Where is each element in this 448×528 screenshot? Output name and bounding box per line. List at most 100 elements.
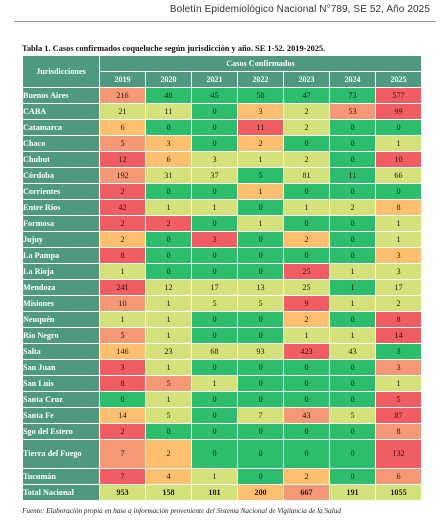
case-count-cell-2022: 11	[237, 119, 284, 136]
table-caption: Tabla 1. Casos confirmados coqueluche se…	[22, 44, 326, 53]
confirmed-cases-header: Casos Confirmados	[98, 55, 423, 72]
case-count-cell-2020: 1	[145, 199, 192, 216]
table-row: Río Negro 5 1 0 0 1 1 14	[22, 327, 423, 344]
case-count-cell-2022: 0	[237, 359, 284, 376]
table-row: Chubut 12 6 3 1 2 0 10	[22, 151, 423, 168]
case-count-cell-2021: 0	[191, 359, 238, 376]
jurisdiction-name: Santa Fe	[22, 407, 100, 424]
year-header-2025: 2025	[374, 71, 423, 88]
case-count-cell-2022: 93	[237, 343, 284, 360]
case-count-cell-2021: 0	[191, 391, 238, 408]
case-count-cell-2021: 0	[191, 247, 238, 264]
case-count-cell-2020: 1	[145, 295, 192, 312]
jurisdiction-name: CABA	[22, 103, 100, 120]
case-count-cell-2023: 2	[283, 151, 330, 168]
case-count-cell-2019: 5	[99, 135, 146, 152]
jurisdiction-name: Chubut	[22, 151, 100, 168]
case-count-cell-2022: 0	[237, 327, 284, 344]
case-count-cell-2021: 0	[191, 215, 238, 232]
jurisdiction-name: Santa Cruz	[22, 391, 100, 408]
jurisdiction-name: San Juan	[22, 359, 100, 376]
case-count-cell-2020: 0	[145, 231, 192, 248]
case-count-cell-2024: 0	[329, 215, 376, 232]
case-count-cell-2020: 1	[145, 327, 192, 344]
case-count-cell-2019: 8	[99, 375, 146, 392]
total-cell-2023: 667	[283, 484, 330, 501]
case-count-cell-2024: 73	[329, 87, 376, 104]
case-count-cell-2023: 1	[283, 327, 330, 344]
case-count-cell-2023: 2	[283, 231, 330, 248]
case-count-cell-2025: 17	[374, 279, 423, 296]
case-count-cell-2022: 5	[237, 167, 284, 184]
case-count-cell-2023: 9	[283, 295, 330, 312]
case-count-cell-2019: 7	[99, 439, 146, 469]
header-divider	[14, 21, 436, 22]
case-count-cell-2020: 0	[145, 119, 192, 136]
table-row: Neuquén 1 1 0 0 2 0 8	[22, 311, 423, 328]
jurisdiction-name: Tierra del Fuego	[22, 439, 100, 469]
case-count-cell-2020: 23	[145, 343, 192, 360]
case-count-cell-2025: 5	[374, 391, 423, 408]
case-count-cell-2019: 42	[99, 199, 146, 216]
case-count-cell-2019: 6	[99, 119, 146, 136]
table-row: La Pampa 8 0 0 0 0 0 3	[22, 247, 423, 264]
case-count-cell-2022: 0	[237, 391, 284, 408]
case-count-cell-2020: 2	[145, 439, 192, 469]
case-count-cell-2019: 0	[99, 391, 146, 408]
case-count-cell-2024: 0	[329, 231, 376, 248]
case-count-cell-2022: 1	[237, 183, 284, 200]
case-count-cell-2025: 14	[374, 327, 423, 344]
case-count-cell-2025: 0	[374, 119, 423, 136]
case-count-cell-2020: 5	[145, 375, 192, 392]
case-count-cell-2021: 3	[191, 231, 238, 248]
case-count-cell-2021: 0	[191, 103, 238, 120]
case-count-cell-2021: 0	[191, 119, 238, 136]
table-row: Misiones 10 1 5 5 9 1 2	[22, 295, 423, 312]
case-count-cell-2024: 0	[329, 468, 376, 485]
jurisdiction-name: La Pampa	[22, 247, 100, 264]
case-count-cell-2024: 0	[329, 391, 376, 408]
case-count-cell-2020: 6	[145, 151, 192, 168]
jurisdiction-name: Sgo del Estero	[22, 423, 100, 440]
case-count-cell-2023: 81	[283, 167, 330, 184]
case-count-cell-2023: 2	[283, 119, 330, 136]
case-count-cell-2023: 47	[283, 87, 330, 104]
year-header-2023: 2023	[283, 71, 330, 88]
case-count-cell-2021: 0	[191, 423, 238, 440]
case-count-cell-2021: 1	[191, 468, 238, 485]
table-row: Salta 146 23 68 93 423 43 3	[22, 343, 423, 360]
case-count-cell-2024: 0	[329, 183, 376, 200]
case-count-cell-2025: 10	[374, 151, 423, 168]
case-count-cell-2024: 43	[329, 343, 376, 360]
case-count-cell-2020: 11	[145, 103, 192, 120]
jurisdictions-header: Jurisdicciones	[22, 55, 100, 88]
year-header-2019: 2019	[99, 71, 146, 88]
case-count-cell-2019: 192	[99, 167, 146, 184]
jurisdiction-name: Formosa	[22, 215, 100, 232]
case-count-cell-2025: 66	[374, 167, 423, 184]
case-count-cell-2025: 3	[374, 343, 423, 360]
case-count-cell-2024: 5	[329, 407, 376, 424]
total-cell-2022: 200	[237, 484, 284, 501]
case-count-cell-2020: 2	[145, 215, 192, 232]
case-count-cell-2024: 0	[329, 359, 376, 376]
case-count-cell-2022: 0	[237, 247, 284, 264]
total-cell-2021: 181	[191, 484, 238, 501]
table-row: San Juan 3 1 0 0 0 0 3	[22, 359, 423, 376]
case-count-cell-2025: 2	[374, 295, 423, 312]
jurisdiction-name: Buenos Aires	[22, 87, 100, 104]
case-count-cell-2024: 53	[329, 103, 376, 120]
case-count-cell-2024: 1	[329, 263, 376, 280]
bulletin-title: Boletín Epidemiológico Nacional N°789, S…	[169, 4, 430, 15]
table-row: Entre Ríos 42 1 1 0 1 2 8	[22, 199, 423, 216]
case-count-cell-2022: 0	[237, 199, 284, 216]
case-count-cell-2024: 0	[329, 119, 376, 136]
jurisdiction-name: San Luis	[22, 375, 100, 392]
case-count-cell-2020: 0	[145, 423, 192, 440]
case-count-cell-2022: 0	[237, 439, 284, 469]
case-count-cell-2019: 1	[99, 311, 146, 328]
case-count-cell-2024: 0	[329, 247, 376, 264]
case-count-cell-2021: 5	[191, 295, 238, 312]
case-count-cell-2024: 11	[329, 167, 376, 184]
case-count-cell-2025: 1	[374, 375, 423, 392]
